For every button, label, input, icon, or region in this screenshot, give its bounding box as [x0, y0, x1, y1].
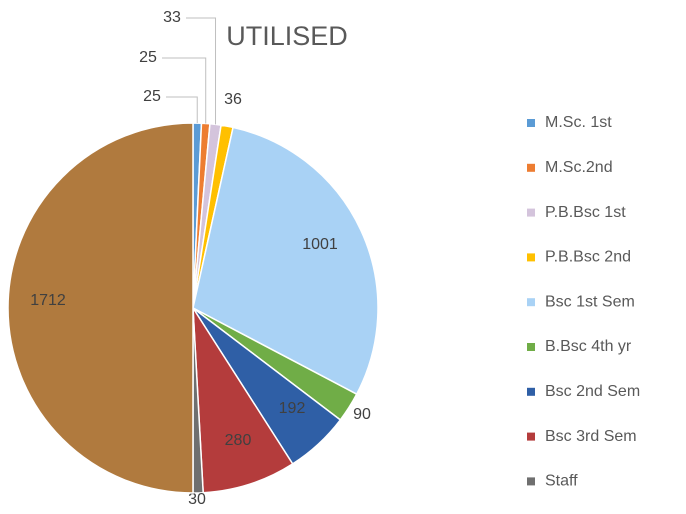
- leader-line: [186, 17, 217, 125]
- legend-swatch: [527, 387, 535, 396]
- data-label: 280: [225, 432, 252, 449]
- legend-label: M.Sc.2nd: [545, 159, 613, 176]
- legend-label: P.B.Bsc 2nd: [545, 249, 631, 266]
- leader-line: [166, 96, 198, 124]
- data-label: 33: [163, 9, 181, 26]
- legend-label: Bsc 2nd Sem: [545, 383, 640, 400]
- pie-slice: [192, 305, 294, 494]
- legend-swatch: [527, 477, 535, 486]
- data-label: 90: [353, 406, 371, 423]
- legend-swatch: [527, 432, 535, 441]
- data-label: 25: [143, 88, 161, 105]
- legend-swatch: [527, 163, 535, 172]
- data-label: 36: [224, 91, 242, 108]
- legend-swatch: [527, 343, 535, 351]
- data-label: 192: [279, 400, 306, 417]
- data-label: 1001: [302, 236, 338, 253]
- legend-swatch: [527, 119, 535, 127]
- legend-swatch: [527, 298, 535, 307]
- legend-label: Bsc 3rd Sem: [545, 428, 637, 445]
- legend-swatch: [527, 253, 535, 262]
- legend-label: B.Bsc 4th yr: [545, 338, 632, 355]
- data-label: 30: [188, 491, 206, 508]
- pie-slice: [7, 122, 194, 494]
- legend-label: Bsc 1st Sem: [545, 293, 635, 310]
- legend-label: M.Sc. 1st: [545, 114, 612, 131]
- data-label: 1712: [30, 292, 66, 309]
- legend-swatch: [527, 208, 535, 217]
- pie-slice: [192, 126, 379, 396]
- leader-line: [162, 57, 207, 124]
- legend-label: Staff: [545, 473, 578, 490]
- legend-label: P.B.Bsc 1st: [545, 204, 626, 221]
- chart-title: UTILISED: [226, 21, 348, 51]
- data-label: 25: [139, 49, 157, 66]
